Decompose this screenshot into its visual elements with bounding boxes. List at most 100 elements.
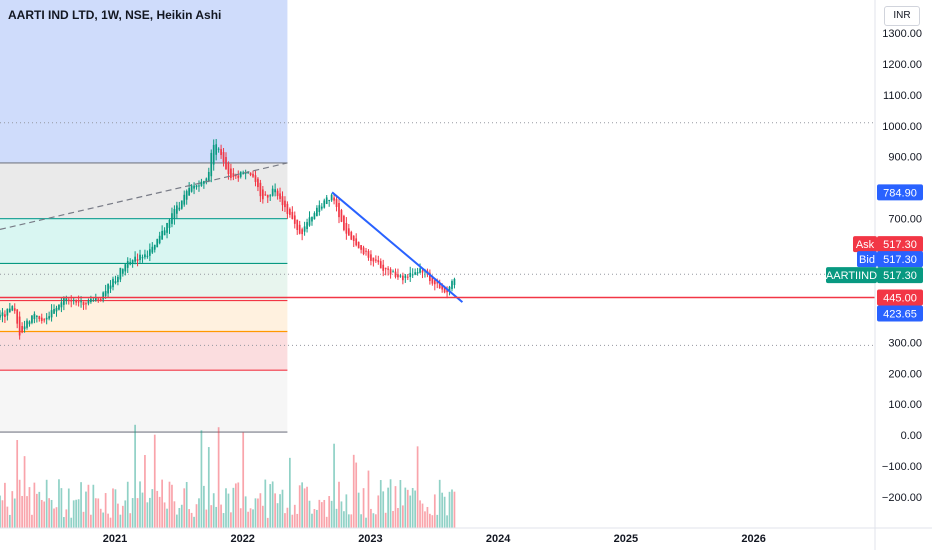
candle-body bbox=[8, 308, 11, 313]
candle-body bbox=[325, 197, 328, 205]
volume-bar bbox=[301, 482, 304, 528]
candle-body bbox=[416, 272, 419, 274]
volume-bar bbox=[433, 494, 436, 528]
volume-bar bbox=[370, 508, 372, 528]
candle-body bbox=[244, 172, 247, 174]
price-tick-label: 1000.00 bbox=[882, 121, 922, 133]
candle-body bbox=[35, 315, 38, 317]
fib-zone bbox=[0, 263, 288, 301]
volume-bar bbox=[323, 499, 326, 528]
volume-bar bbox=[227, 493, 230, 528]
volume-bar bbox=[271, 481, 274, 528]
volume-bar bbox=[343, 511, 345, 528]
volume-bar bbox=[217, 427, 220, 528]
volume-bar bbox=[232, 487, 235, 528]
volume-bar bbox=[21, 495, 23, 528]
price-tick-label: 1300.00 bbox=[882, 28, 922, 40]
candle-body bbox=[286, 203, 289, 214]
volume-bar bbox=[6, 506, 9, 528]
candle-body bbox=[121, 269, 124, 274]
bid-price-tag-bg bbox=[877, 251, 923, 268]
volume-bar bbox=[377, 495, 380, 528]
candle-body bbox=[70, 299, 73, 302]
candle-body bbox=[306, 222, 308, 230]
volume-bar bbox=[320, 502, 323, 528]
volume-bar bbox=[67, 488, 70, 528]
candle-body bbox=[347, 228, 350, 236]
candle-body bbox=[411, 274, 414, 276]
volume-bar bbox=[63, 517, 65, 528]
currency-button[interactable]: INR bbox=[884, 6, 920, 26]
volume-bar bbox=[163, 502, 166, 528]
candle-body bbox=[205, 178, 208, 183]
candle-body bbox=[90, 298, 92, 303]
candle-body bbox=[311, 217, 313, 222]
volume-bar bbox=[148, 497, 151, 528]
candle-body bbox=[343, 215, 345, 231]
candle-body bbox=[77, 301, 80, 303]
volume-bar bbox=[129, 513, 132, 528]
volume-bar bbox=[82, 511, 85, 528]
candle-body bbox=[448, 286, 451, 292]
candle-body bbox=[237, 175, 240, 179]
candle-body bbox=[166, 222, 168, 233]
volume-bar bbox=[92, 484, 95, 528]
candle-body bbox=[308, 217, 311, 226]
candle-body bbox=[330, 194, 333, 201]
candle-body bbox=[94, 297, 97, 301]
candle-body bbox=[87, 300, 90, 304]
candle-body bbox=[316, 207, 318, 217]
volume-bar bbox=[237, 482, 240, 528]
volume-bar bbox=[119, 514, 122, 528]
volume-bar bbox=[28, 487, 31, 528]
volume-bar bbox=[355, 462, 358, 528]
candle-body bbox=[173, 208, 176, 219]
candle-body bbox=[362, 247, 365, 255]
candle-body bbox=[31, 315, 33, 323]
volume-bar bbox=[394, 486, 397, 528]
volume-bar bbox=[443, 496, 446, 528]
volume-bar bbox=[205, 509, 208, 528]
volume-bar bbox=[365, 517, 367, 528]
price-tick-label: 0.00 bbox=[901, 430, 922, 442]
volume-bar bbox=[151, 489, 154, 528]
candle-body bbox=[239, 171, 242, 177]
ask-label-tag: Ask bbox=[856, 239, 875, 251]
candle-body bbox=[230, 168, 232, 178]
volume-bar bbox=[397, 508, 399, 528]
fib-zone bbox=[0, 218, 288, 264]
candle-body bbox=[242, 172, 245, 175]
volume-bar bbox=[286, 507, 289, 528]
candle-body bbox=[163, 230, 166, 236]
high-price-tag: 784.90 bbox=[883, 187, 917, 199]
volume-bar bbox=[438, 479, 441, 528]
candle-body bbox=[284, 200, 286, 208]
volume-bar bbox=[379, 480, 382, 528]
volume-bar bbox=[399, 480, 402, 528]
volume-bar bbox=[448, 491, 451, 528]
candle-body bbox=[176, 205, 178, 214]
candle-body bbox=[340, 210, 343, 222]
volume-bar bbox=[247, 511, 249, 528]
candle-body bbox=[168, 219, 171, 228]
volume-bar bbox=[136, 498, 139, 528]
candle-body bbox=[6, 308, 9, 316]
volume-bar bbox=[291, 514, 294, 528]
volume-bar bbox=[45, 479, 48, 528]
support-price-tag: 445.00 bbox=[883, 292, 917, 304]
candle-body bbox=[161, 230, 163, 240]
candle-body bbox=[220, 149, 222, 156]
volume-bar bbox=[58, 479, 60, 528]
candle-body bbox=[0, 314, 1, 318]
volume-bar bbox=[215, 506, 218, 528]
volume-bar bbox=[257, 498, 259, 528]
volume-bar bbox=[367, 470, 370, 528]
volume-bar bbox=[31, 514, 33, 528]
candle-body bbox=[203, 181, 205, 184]
price-tick-label: 300.00 bbox=[888, 337, 922, 349]
candle-body bbox=[156, 239, 159, 248]
candle-body bbox=[318, 205, 321, 213]
candle-body bbox=[433, 280, 436, 285]
volume-bar bbox=[183, 488, 186, 528]
